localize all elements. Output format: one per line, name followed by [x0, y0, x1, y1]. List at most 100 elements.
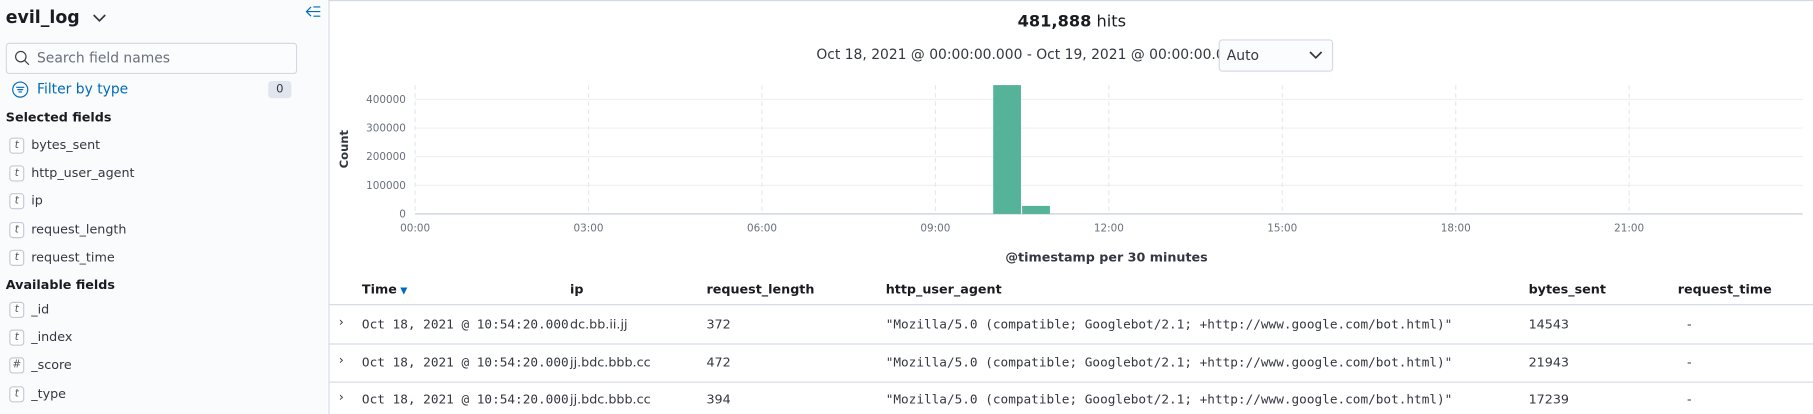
- expand-toggle[interactable]: ›: [338, 352, 344, 368]
- field-name: http_user_agent: [31, 165, 135, 181]
- field-type-icon: t: [9, 249, 25, 266]
- hits-label: hits: [1096, 12, 1127, 32]
- field-type-icon: t: [9, 221, 25, 238]
- y-tick-label: 100000: [366, 180, 406, 192]
- x-axis-label: @timestamp per 30 minutes: [1005, 249, 1207, 264]
- sort-icon: ▼: [400, 285, 408, 296]
- x-tick-label: 18:00: [1441, 222, 1471, 234]
- search-box[interactable]: Search field names: [5, 42, 298, 74]
- x-tick-label: 09:00: [920, 222, 950, 234]
- table-cell: 21943: [1528, 354, 1570, 370]
- time-range: Oct 18, 2021 @ 00:00:00.000 - Oct 19, 20…: [816, 46, 1243, 63]
- filter-icon: [12, 81, 29, 98]
- table-cell: -: [1686, 354, 1692, 370]
- table-row: › Oct 18, 2021 @ 10:54:20.000 jj.bdc.bbb.c…: [329, 344, 1813, 383]
- field-name: request_time: [31, 249, 115, 265]
- interval-select[interactable]: Auto: [1218, 39, 1334, 72]
- index-pattern[interactable]: evil_log: [6, 7, 107, 28]
- field-name: _id: [31, 301, 50, 317]
- hits-count: 481,888: [1017, 12, 1092, 32]
- field-item[interactable]: t _index: [9, 329, 73, 346]
- interval-value: Auto: [1226, 47, 1260, 64]
- table-cell: Oct 18, 2021 @ 10:54:20.000: [361, 391, 569, 407]
- bar[interactable]: [1022, 205, 1050, 214]
- column-header[interactable]: http_user_agent: [885, 282, 1002, 298]
- field-name: _score: [31, 357, 72, 373]
- field-name: _index: [31, 329, 73, 345]
- table-row: › Oct 18, 2021 @ 10:54:20.000 dc.bb.ii.jj 3…: [329, 306, 1813, 345]
- column-header[interactable]: Time ▼: [361, 282, 408, 298]
- field-item[interactable]: # _score: [9, 357, 72, 374]
- field-type-icon: t: [9, 301, 25, 318]
- table-cell: Oct 18, 2021 @ 10:54:20.000: [361, 316, 569, 332]
- y-tick-label: 200000: [366, 151, 406, 163]
- x-tick-label: 06:00: [747, 222, 777, 234]
- y-tick-label: 0: [399, 208, 406, 220]
- field-name: bytes_sent: [31, 137, 101, 153]
- documents-table: Time ▼ ip request_length http_user_agent byte…: [329, 274, 1813, 414]
- y-axis-label: Count: [337, 129, 351, 168]
- field-name: _type: [31, 385, 66, 401]
- field-type-icon: t: [9, 329, 25, 346]
- field-item[interactable]: t bytes_sent: [9, 137, 101, 154]
- table-cell: dc.bb.ii.jj: [570, 316, 628, 332]
- field-type-icon: t: [9, 385, 25, 402]
- main-panel: 481,888 hits Oct 18, 2021 @ 00:00:00.000…: [328, 0, 1813, 414]
- column-header[interactable]: request_length: [706, 282, 815, 298]
- expand-toggle[interactable]: ›: [338, 314, 344, 330]
- x-tick-label: 15:00: [1267, 222, 1297, 234]
- table-cell: Oct 18, 2021 @ 10:54:20.000: [361, 354, 569, 370]
- x-tick-label: 00:00: [400, 222, 430, 234]
- table-cell: 17239: [1528, 391, 1570, 407]
- table-cell: "Mozilla/5.0 (compatible; Googlebot/2.1;…: [885, 391, 1453, 407]
- index-pattern-name: evil_log: [5, 6, 80, 28]
- collapse-icon[interactable]: [305, 5, 321, 19]
- field-type-icon: t: [9, 165, 25, 182]
- table-cell: "Mozilla/5.0 (compatible; Googlebot/2.1;…: [885, 354, 1453, 370]
- field-item[interactable]: t ip: [9, 193, 43, 210]
- y-tick-label: 400000: [366, 94, 406, 106]
- table-row: › Oct 18, 2021 @ 10:54:20.000 jj.bdc.bbb.c…: [330, 382, 1813, 414]
- x-tick-label: 03:00: [574, 222, 604, 234]
- column-header[interactable]: request_time: [1677, 282, 1772, 298]
- table-cell: 472: [706, 354, 731, 370]
- column-header[interactable]: ip: [570, 282, 584, 298]
- table-cell: -: [1686, 391, 1692, 407]
- column-header[interactable]: bytes_sent: [1528, 282, 1606, 298]
- field-type-icon: t: [9, 193, 25, 210]
- header-border: [329, 304, 1813, 306]
- select-arrow: [1309, 51, 1323, 60]
- x-tick-label: 12:00: [1094, 222, 1124, 234]
- field-name: ip: [31, 193, 43, 209]
- expand-toggle[interactable]: ›: [338, 389, 344, 405]
- search-icon: [15, 50, 30, 66]
- x-tick-label: 21:00: [1614, 222, 1644, 234]
- table-cell: jj.bdc.bbb.cc: [570, 354, 651, 370]
- chevron: [93, 14, 107, 23]
- search-placeholder: Search field names: [37, 49, 171, 66]
- field-item[interactable]: t request_time: [9, 249, 115, 266]
- field-item[interactable]: t request_length: [9, 221, 127, 238]
- selected-fields-title: Selected fields: [5, 109, 112, 125]
- field-item[interactable]: t _id: [9, 301, 50, 318]
- y-tick-label: 300000: [366, 123, 406, 135]
- filter-count: 0: [268, 80, 292, 99]
- field-name: request_length: [31, 221, 127, 237]
- table-cell: 372: [706, 316, 731, 332]
- sidebar: evil_log Search field names Filter by ty…: [0, 0, 328, 414]
- table-cell: 394: [706, 391, 731, 407]
- table-cell: jj.bdc.bbb.cc: [570, 391, 651, 407]
- field-item[interactable]: t http_user_agent: [9, 165, 135, 182]
- table-cell: -: [1686, 316, 1692, 332]
- filter-by-type[interactable]: Filter by type: [37, 80, 129, 98]
- field-type-icon: t: [9, 137, 25, 154]
- table-cell: "Mozilla/5.0 (compatible; Googlebot/2.1;…: [885, 316, 1453, 332]
- available-fields-title: Available fields: [5, 277, 115, 293]
- bar[interactable]: [993, 85, 1021, 214]
- hits: 481,888 hits: [330, 13, 1813, 32]
- histogram: 0 100000 200000 300000 400000 00:00 03:00 06:00…: [337, 85, 1803, 264]
- field-item[interactable]: t _type: [9, 385, 66, 402]
- table-cell: 14543: [1528, 316, 1570, 332]
